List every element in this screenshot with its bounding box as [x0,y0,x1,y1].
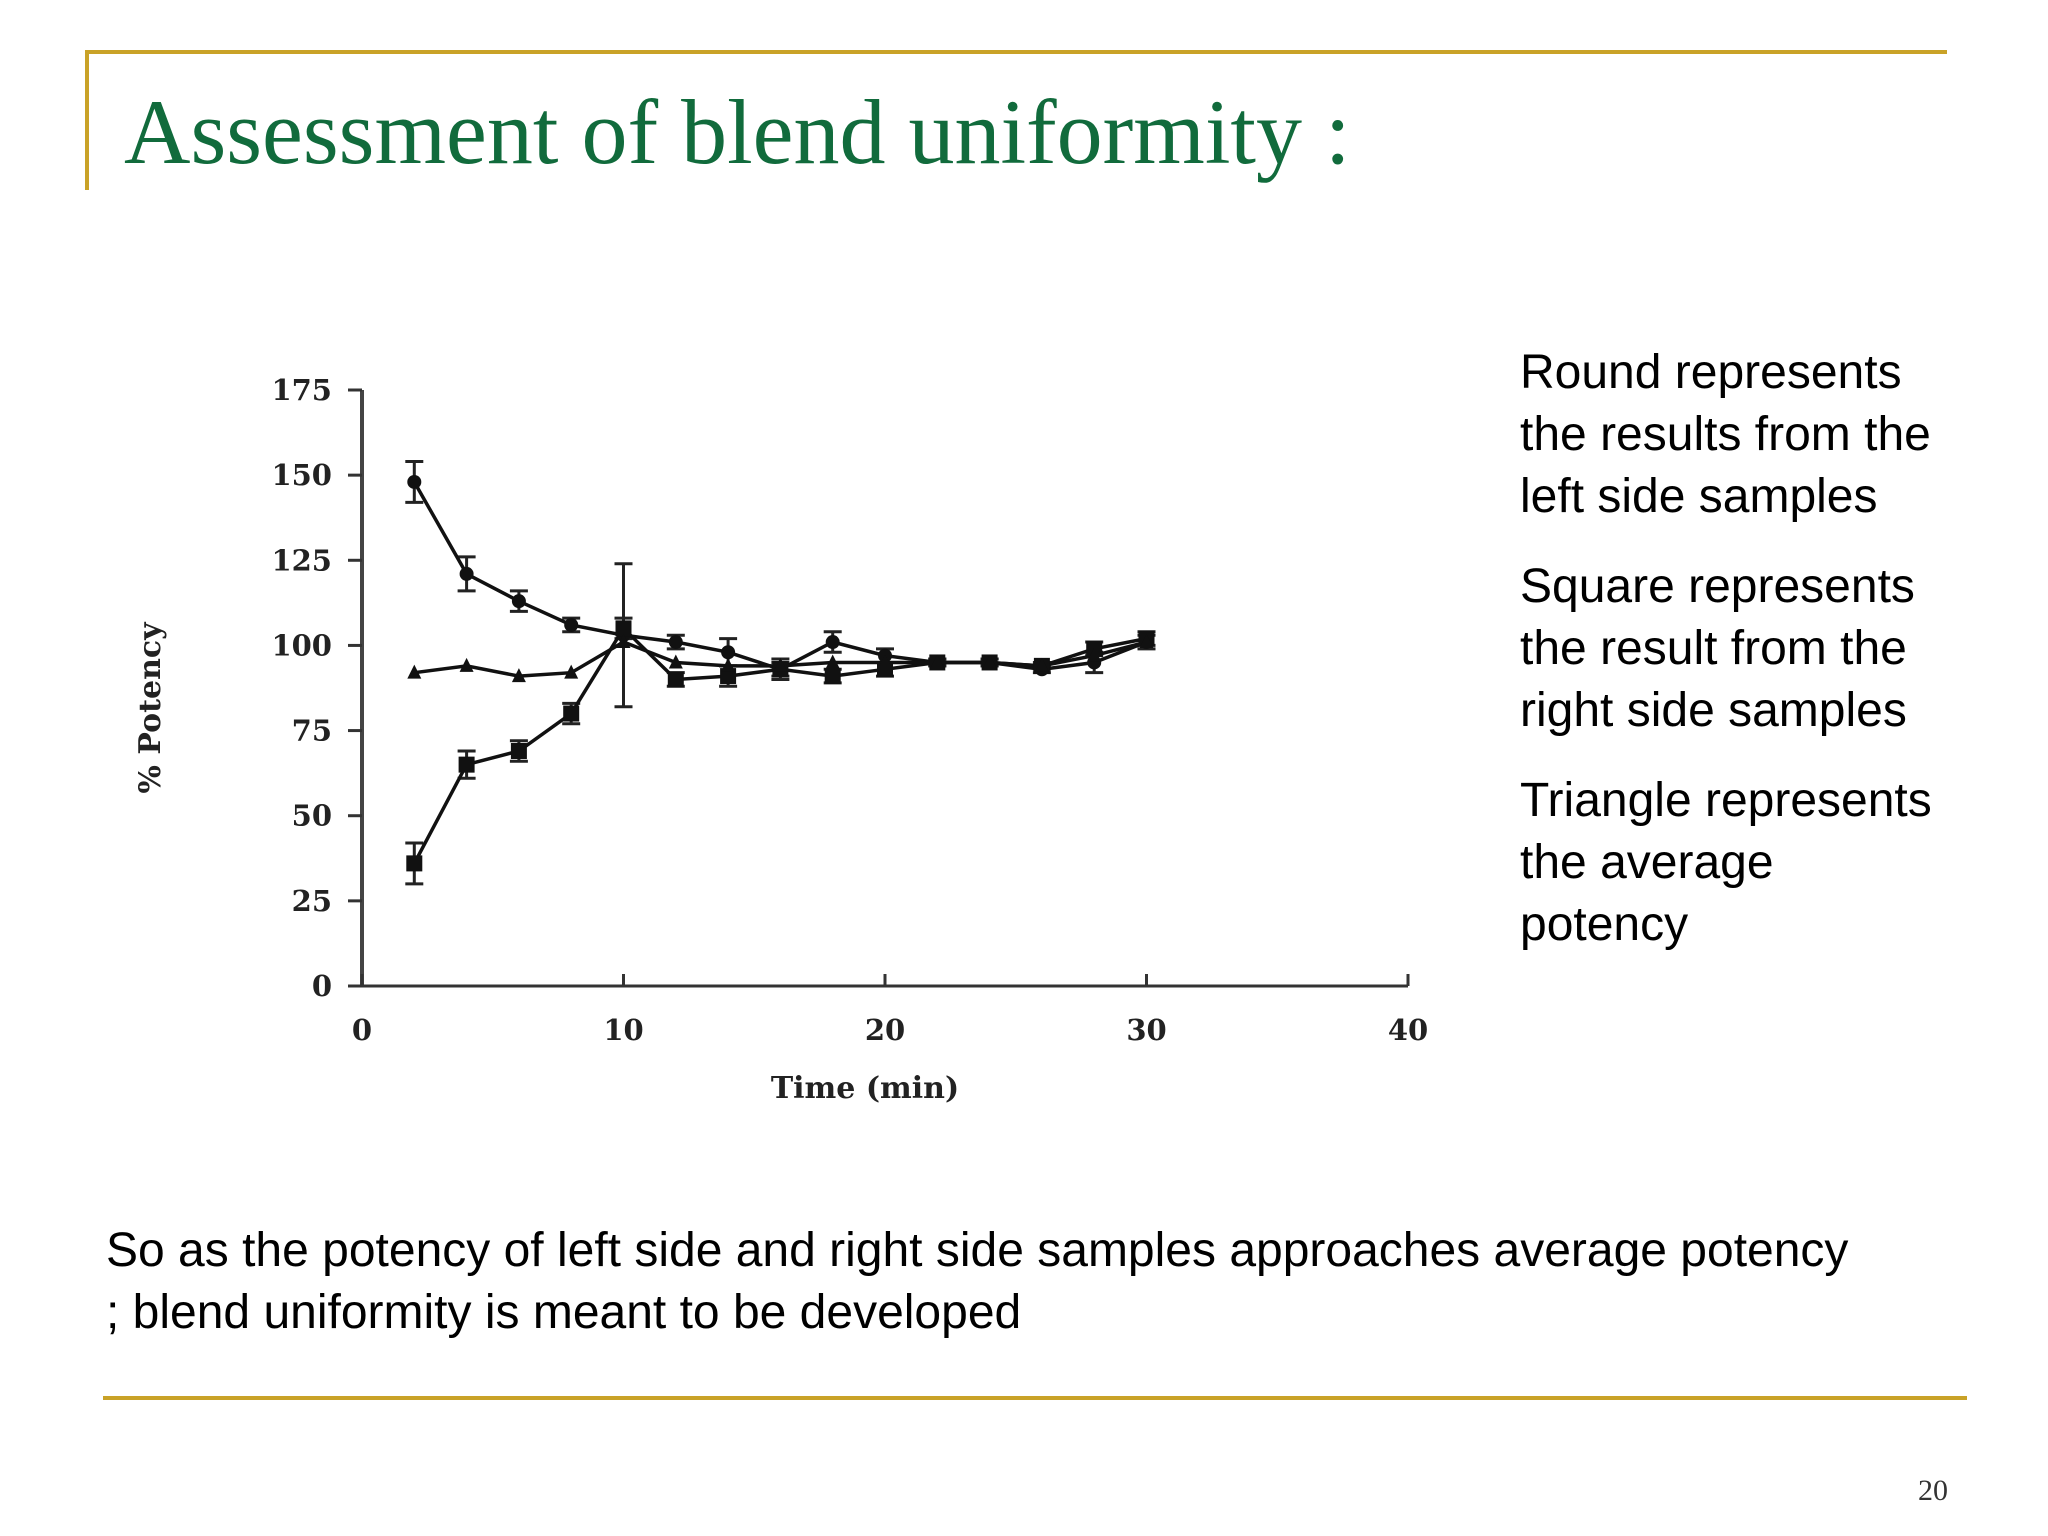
triangle-point [721,657,736,672]
triangle-point [982,654,997,669]
x-tick-label: 40 [1388,1013,1428,1047]
y-tick-label: 100 [271,628,332,662]
chart-markers [406,474,1155,872]
square-point [720,668,737,685]
triangle-point [773,657,788,672]
y-tick-label: 25 [292,884,332,918]
round-point [668,635,683,650]
legend-note-round: Round represents the results from the le… [1520,346,1931,523]
x-axis-title: Time (min) [771,1071,959,1106]
y-axis-title: % Potency [133,621,168,794]
y-tick-label: 125 [271,543,332,577]
y-tick-label: 0 [312,969,332,1003]
frame-top-rule [85,50,1947,54]
triangle-point [1034,657,1049,672]
marker-legend: Round represents the results from the le… [1520,342,1940,984]
round-point [564,617,579,632]
triangle-point [511,668,526,683]
frame-left-rule [85,50,89,190]
y-tick-label: 150 [271,458,332,492]
square-point [667,671,684,688]
y-tick-label: 75 [292,714,332,748]
potency-chart: 0 25 50 75 100 125 150 175 0 10 20 30 40 Time (min) % … [133,373,1428,1106]
square-point [510,743,527,760]
chart-labels: 0 25 50 75 100 125 150 175 0 10 20 30 40 Time (min) % … [133,373,1428,1106]
triangle-point [1087,647,1102,662]
triangle-point [930,654,945,669]
legend-note-square: Square represents the result from the ri… [1520,560,1915,737]
triangle-point [1139,634,1154,649]
page-number: 20 [1918,1474,1948,1507]
x-tick-label: 0 [352,1013,372,1047]
round-point [511,594,526,609]
triangle-point [407,664,422,679]
round-point [407,474,422,489]
triangle-point [459,657,474,672]
round-point [721,645,736,660]
round-point [459,566,474,581]
y-tick-label: 175 [271,373,332,407]
summary-text: So as the potency of left side and right… [106,1224,1849,1339]
square-point [406,855,423,872]
triangle-point [616,634,631,649]
frame-bottom-rule [103,1396,1967,1400]
triangle-point [668,654,683,669]
round-series-line [412,481,1148,672]
x-tick-label: 10 [603,1013,643,1047]
triangle-point [564,664,579,679]
triangle-point [825,654,840,669]
square-point [458,756,475,773]
x-tick-label: 20 [865,1013,905,1047]
round-point [825,635,840,650]
triangle-point [878,654,892,669]
chart-axes [348,388,1410,988]
square-point [563,705,580,722]
x-tick-label: 30 [1126,1013,1166,1047]
legend-note-triangle: Triangle represents the average potency [1520,774,1932,951]
y-tick-label: 50 [292,799,332,833]
square-point [824,668,841,685]
square-point [615,620,632,637]
slide-title: Assessment of blend uniformity : [124,81,1351,183]
